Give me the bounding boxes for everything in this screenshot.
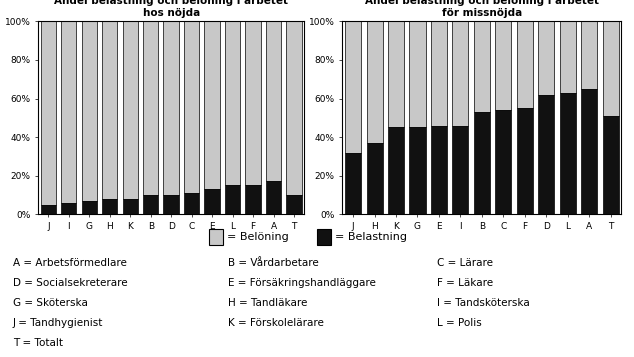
Bar [560, 93, 576, 214]
Text: D = Socialsekreterare: D = Socialsekreterare [13, 278, 127, 288]
Bar [82, 201, 97, 214]
Bar [431, 21, 447, 126]
Text: I = Tandsköterska: I = Tandsköterska [437, 298, 530, 308]
Text: H = Tandläkare: H = Tandläkare [228, 298, 307, 308]
Bar [431, 126, 447, 214]
Bar [366, 143, 382, 214]
Bar [410, 21, 425, 127]
Bar [164, 21, 179, 195]
Bar [245, 21, 261, 185]
Bar [204, 189, 220, 214]
Bar [474, 112, 490, 214]
Text: L = Polis: L = Polis [437, 318, 482, 328]
Bar [266, 181, 281, 214]
Bar [287, 195, 302, 214]
Bar [184, 21, 199, 193]
Bar [474, 21, 490, 112]
Text: = Belastning: = Belastning [335, 232, 407, 242]
Bar [581, 21, 597, 89]
Text: T = Totalt: T = Totalt [13, 338, 63, 348]
Bar [366, 21, 382, 143]
Bar [495, 110, 512, 214]
Bar [581, 89, 597, 214]
Bar [184, 193, 199, 214]
Bar [61, 203, 77, 214]
Title: Andel belastning och belöning i arbetet
för missnöjda: Andel belastning och belöning i arbetet … [365, 0, 599, 18]
Bar [495, 21, 512, 110]
Bar [245, 185, 261, 214]
Title: Andel belastning och belöning i arbetet
hos nöjda: Andel belastning och belöning i arbetet … [54, 0, 288, 18]
Bar [452, 21, 469, 126]
Text: F = Läkare: F = Läkare [437, 278, 494, 288]
Bar [143, 195, 158, 214]
Bar [122, 199, 138, 214]
Bar [345, 152, 361, 214]
Text: B = Vårdarbetare: B = Vårdarbetare [228, 258, 319, 268]
Bar [266, 21, 281, 181]
Bar [41, 21, 56, 205]
Bar [452, 126, 469, 214]
Bar [209, 230, 223, 246]
Text: = Belöning: = Belöning [227, 232, 288, 242]
Bar [602, 116, 619, 214]
Bar [61, 21, 77, 203]
Bar [602, 21, 619, 116]
Bar [164, 195, 179, 214]
Text: C = Lärare: C = Lärare [437, 258, 493, 268]
Bar [538, 21, 554, 95]
Bar [41, 205, 56, 214]
Bar [388, 127, 404, 214]
Text: K = Förskolelärare: K = Förskolelärare [228, 318, 324, 328]
Text: A = Arbetsförmedlare: A = Arbetsförmedlare [13, 258, 127, 268]
Bar [204, 21, 220, 189]
Bar [317, 230, 331, 246]
Text: E = Försäkringshandläggare: E = Försäkringshandläggare [228, 278, 376, 288]
Bar [560, 21, 576, 93]
Text: J = Tandhygienist: J = Tandhygienist [13, 318, 103, 328]
Bar [102, 21, 117, 199]
Bar [517, 108, 533, 214]
Bar [345, 21, 361, 152]
Bar [388, 21, 404, 127]
Bar [82, 21, 97, 201]
Bar [287, 21, 302, 195]
Bar [410, 127, 425, 214]
Bar [538, 95, 554, 214]
Bar [102, 199, 117, 214]
Bar [225, 21, 240, 185]
Bar [517, 21, 533, 108]
Bar [225, 185, 240, 214]
Bar [143, 21, 158, 195]
Text: G = Sköterska: G = Sköterska [13, 298, 87, 308]
Bar [122, 21, 138, 199]
